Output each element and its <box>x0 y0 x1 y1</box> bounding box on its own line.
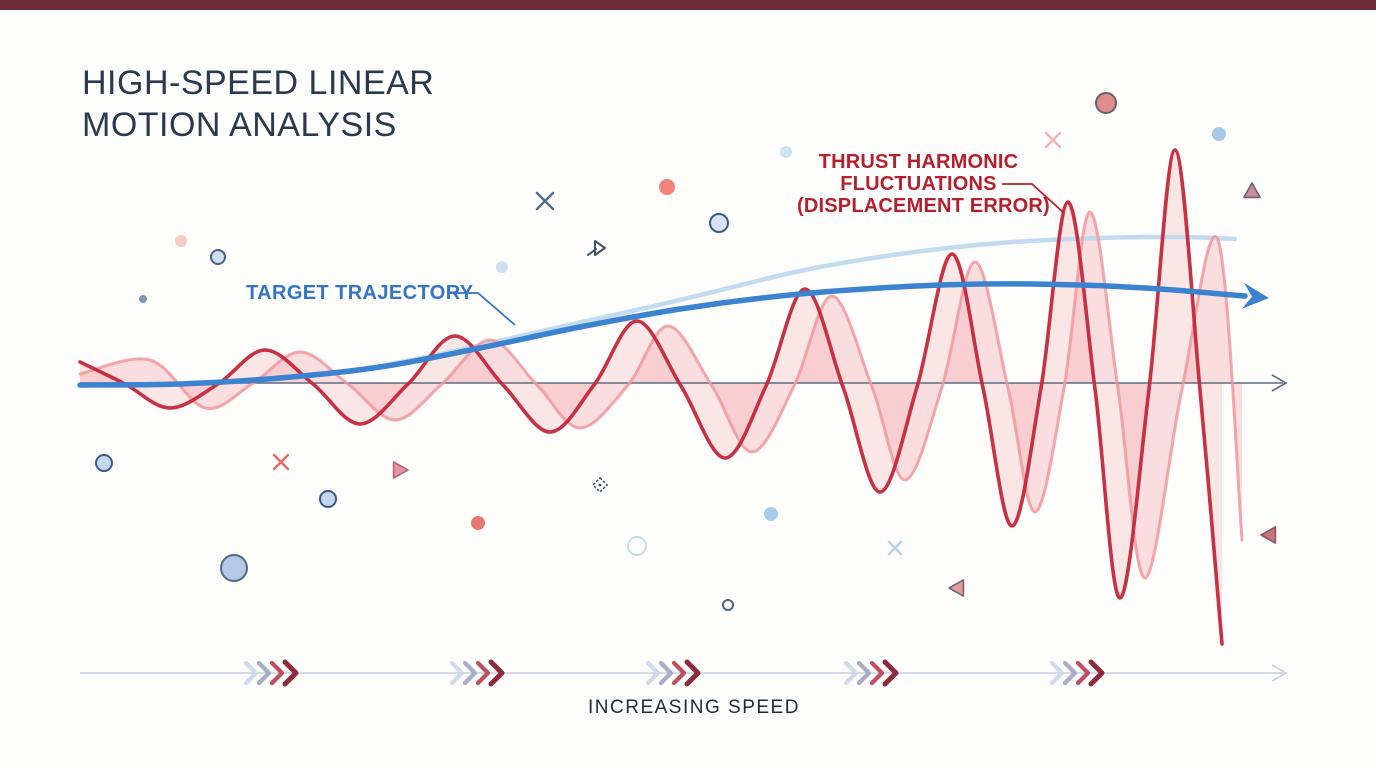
error-label: THRUST HARMONIC FLUCTUATIONS (DISPLACEME… <box>797 151 1050 217</box>
speed-chevron <box>671 660 687 686</box>
decor-x-mark <box>272 453 290 471</box>
decor-circle <box>319 490 337 508</box>
decor-diamond <box>591 476 609 494</box>
decor-dot <box>1212 127 1226 141</box>
decor-cursor-glyph <box>594 240 606 256</box>
decor-cursor-tail <box>587 248 597 256</box>
speed-chevron <box>475 660 491 686</box>
decor-dot <box>175 235 187 247</box>
top-accent-bar <box>0 0 1376 10</box>
target-trajectory-label: TARGET TRAJECTORY <box>246 282 474 304</box>
decor-circle <box>722 599 734 611</box>
decor-dot <box>764 507 778 521</box>
page-title: HIGH-SPEED LINEAR MOTION ANALYSIS <box>82 62 434 146</box>
error-label-line2: FLUCTUATIONS <box>840 173 997 195</box>
error-label-line3: (DISPLACEMENT ERROR) <box>797 195 1050 217</box>
decor-triangle <box>392 461 409 479</box>
decor-dot <box>659 179 675 195</box>
page-title-line2: MOTION ANALYSIS <box>82 106 397 144</box>
target-callout <box>448 292 516 326</box>
decor-circle <box>220 554 248 582</box>
target-trajectory-main <box>77 281 1248 388</box>
speed-chevron <box>1088 659 1105 687</box>
speed-chevron <box>462 660 478 686</box>
speed-axis-arrowhead <box>1271 664 1288 682</box>
decor-circle <box>1095 92 1117 114</box>
decor-circle <box>709 213 729 233</box>
error-label-line1: THRUST HARMONIC <box>818 151 1019 173</box>
decor-x-mark <box>1044 131 1062 149</box>
error-wave-main-fill <box>80 149 1222 644</box>
decor-x-mark <box>887 540 903 556</box>
speed-chevron <box>269 660 285 686</box>
speed-chevron <box>1062 660 1078 686</box>
decor-dot <box>139 295 147 303</box>
decor-x-mark <box>535 191 555 211</box>
speed-chevron <box>684 659 701 687</box>
error-wave-soft <box>78 210 1244 580</box>
decor-circle <box>210 249 226 265</box>
speed-chevron <box>882 659 899 687</box>
decor-triangle <box>1243 182 1261 199</box>
speed-chevron <box>243 660 259 686</box>
target-trajectory-main-arrowhead <box>1241 282 1269 309</box>
decor-triangle <box>948 579 965 597</box>
speed-chevron <box>256 660 272 686</box>
decor-dot <box>496 261 508 273</box>
speed-chevron <box>856 660 872 686</box>
page-title-line1: HIGH-SPEED LINEAR <box>82 64 435 102</box>
speed-chevron <box>488 659 505 687</box>
speed-chevron <box>1049 660 1065 686</box>
decor-triangle <box>1260 526 1277 544</box>
decor-dot <box>780 146 792 158</box>
error-callout <box>1002 183 1065 214</box>
increasing-speed-label: INCREASING SPEED <box>588 697 800 718</box>
main-axis-arrowhead <box>1271 374 1288 392</box>
speed-chevron <box>869 660 885 686</box>
speed-chevron <box>658 660 674 686</box>
speed-chevron <box>282 659 299 687</box>
speed-chevron <box>449 660 465 686</box>
speed-chevron <box>843 660 859 686</box>
decor-circle <box>627 536 647 556</box>
decor-diamond-dot <box>598 483 602 487</box>
decor-circle <box>95 454 113 472</box>
target-trajectory-soft <box>347 234 1238 375</box>
speed-chevron <box>645 660 661 686</box>
speed-chevron <box>1075 660 1091 686</box>
decor-dot <box>471 516 485 530</box>
error-wave-main <box>78 148 1224 646</box>
